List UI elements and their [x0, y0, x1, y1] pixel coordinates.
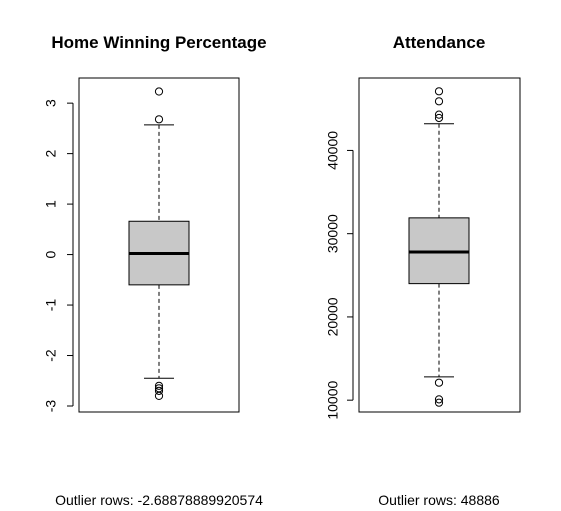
plot-frame	[358, 77, 521, 413]
boxplot	[128, 87, 190, 401]
panel-attendance: Attendance 40000 30000 20000 10000 Outlier …	[325, 33, 521, 508]
outlier-point	[434, 110, 444, 119]
outlier-point	[434, 378, 444, 387]
y-tick-label: -1	[43, 299, 59, 312]
y-tick-label: 30000	[325, 214, 341, 253]
outlier-point	[154, 381, 164, 390]
y-axis: 3 2 1 0 -1 -2 -3	[43, 99, 74, 413]
y-tick-label: -2	[43, 349, 59, 362]
chart-title: Attendance	[393, 33, 486, 52]
outlier-point	[154, 115, 164, 124]
outlier-point	[434, 87, 444, 96]
outlier-point	[154, 386, 164, 395]
y-tick-label: 20000	[325, 297, 341, 336]
outlier-rows-text: Outlier rows: 48886	[378, 492, 500, 508]
outlier-point	[154, 87, 164, 96]
y-axis: 40000 30000 20000 10000	[325, 131, 354, 420]
outlier-point	[434, 97, 444, 106]
y-tick-label: 3	[43, 99, 59, 107]
y-tick-label: 40000	[325, 131, 341, 170]
outlier-point	[154, 391, 164, 401]
y-tick-label: 2	[43, 150, 59, 158]
y-tick-label: 10000	[325, 380, 341, 419]
outlier-point	[434, 398, 444, 407]
y-tick-label: 1	[43, 200, 59, 208]
outlier-point	[434, 395, 444, 404]
plot-frame	[78, 77, 240, 413]
chart-title: Home Winning Percentage	[51, 33, 266, 52]
outlier-point	[434, 113, 444, 123]
panel-home-winning-percentage: Home Winning Percentage 3 2 1 0 -1 -2 -3 Outli…	[43, 33, 267, 508]
boxplot	[408, 87, 470, 407]
y-tick-label: -3	[43, 400, 59, 413]
y-tick-label: 0	[43, 250, 59, 258]
outlier-rows-text: Outlier rows: -2.68878889920574	[55, 492, 263, 508]
